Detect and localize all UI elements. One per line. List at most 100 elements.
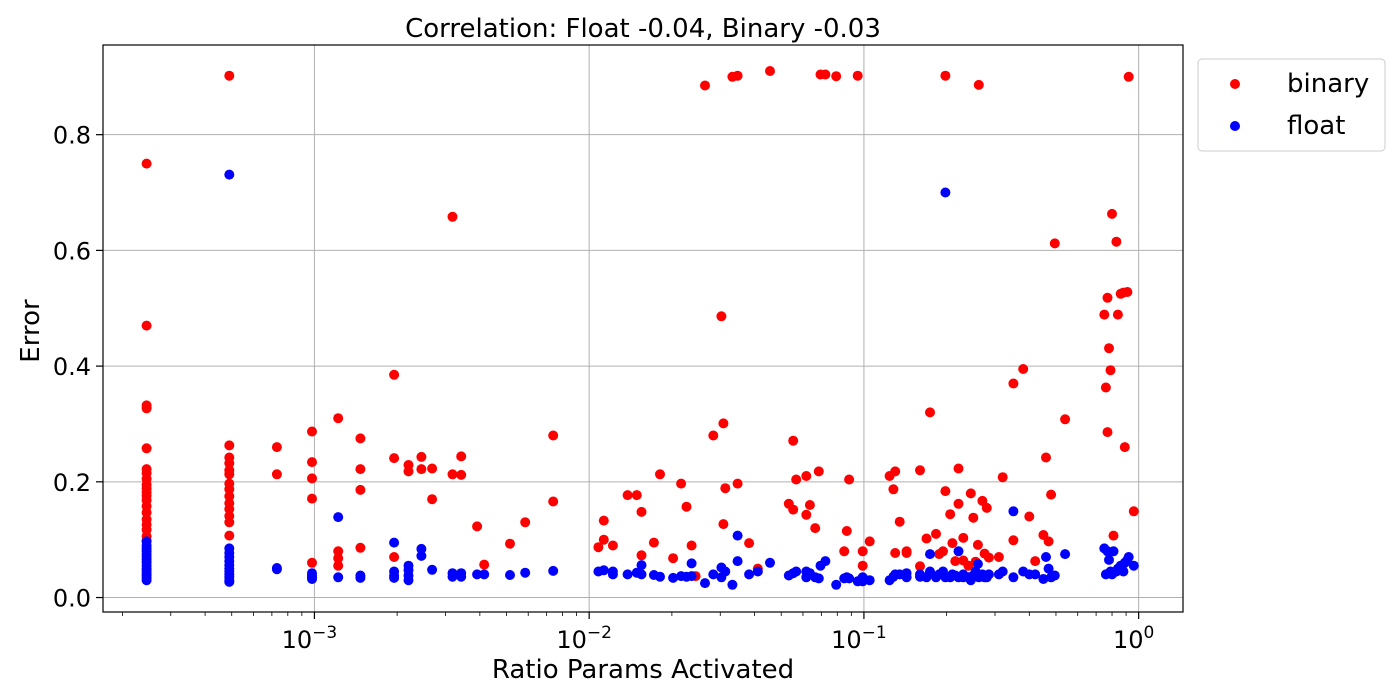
binary-point <box>676 478 687 489</box>
binary-point <box>997 472 1008 483</box>
float-point <box>727 579 738 590</box>
binary-point <box>141 507 152 518</box>
float-point <box>655 571 665 582</box>
float-point <box>732 530 743 541</box>
x-tick-label: 10−2 <box>556 623 612 654</box>
binary-point <box>894 516 905 527</box>
binary-point <box>355 464 366 475</box>
data-points <box>141 66 1139 590</box>
binary-point <box>307 457 317 468</box>
binary-point <box>355 542 366 553</box>
binary-point <box>732 478 743 489</box>
float-point <box>636 569 647 580</box>
binary-point <box>938 546 948 557</box>
binary-point <box>416 451 427 462</box>
float-point <box>1041 552 1051 562</box>
binary-point <box>141 320 152 331</box>
binary-point <box>427 494 438 505</box>
binary-point <box>307 557 317 568</box>
binary-point <box>416 464 427 475</box>
binary-point <box>333 413 344 424</box>
binary-point <box>224 491 235 502</box>
binary-point <box>1102 427 1113 438</box>
float-point <box>636 560 647 571</box>
binary-point <box>718 519 729 530</box>
binary-point <box>636 506 647 517</box>
float-point <box>844 573 855 584</box>
float-point <box>1030 569 1041 580</box>
float-point <box>141 575 152 586</box>
float-point <box>1008 506 1019 517</box>
float-point <box>427 564 438 575</box>
binary-point <box>355 433 366 444</box>
float-point <box>700 578 710 589</box>
float-point <box>686 558 697 569</box>
float-point <box>940 187 951 198</box>
binary-point <box>1008 378 1019 389</box>
y-tick-label: 0.4 <box>53 353 91 381</box>
binary-point <box>708 430 719 441</box>
float-point <box>1038 574 1049 584</box>
binary-point <box>1105 365 1116 376</box>
binary-point <box>1102 292 1113 303</box>
binary-point <box>765 66 775 76</box>
binary-point <box>1030 556 1041 567</box>
float-point <box>548 565 559 576</box>
binary-point <box>890 466 901 477</box>
binary-point <box>968 512 979 523</box>
binary-point <box>447 469 458 480</box>
binary-point <box>700 80 710 91</box>
binary-point <box>598 515 609 526</box>
x-tick-label: 10−1 <box>831 623 887 654</box>
float-point <box>224 169 235 180</box>
float-point <box>744 569 755 580</box>
binary-point <box>801 509 812 520</box>
float-point <box>686 571 697 582</box>
binary-point <box>333 546 344 557</box>
float-point <box>997 566 1008 577</box>
legend-marker-binary <box>1230 79 1240 89</box>
float-point <box>403 575 414 586</box>
binary-point <box>271 442 282 453</box>
float-point <box>1128 560 1139 571</box>
float-point <box>505 570 515 580</box>
binary-point <box>389 369 400 380</box>
chart-title: Correlation: Float -0.04, Binary -0.03 <box>405 14 881 44</box>
float-point <box>791 566 802 577</box>
binary-point <box>427 463 438 474</box>
float-point <box>416 543 427 554</box>
binary-point <box>953 498 964 509</box>
float-point <box>901 568 912 579</box>
binary-point <box>925 407 935 418</box>
float-point <box>456 571 467 582</box>
binary-point <box>1122 287 1133 297</box>
float-point <box>416 550 427 561</box>
binary-point <box>950 556 961 567</box>
float-point <box>708 569 719 580</box>
binary-point <box>1111 236 1122 247</box>
binary-point <box>1108 530 1119 541</box>
binary-point <box>1046 489 1057 500</box>
binary-point <box>981 502 992 513</box>
binary-point <box>668 553 679 564</box>
binary-point <box>791 474 802 485</box>
binary-point <box>307 473 317 484</box>
binary-point <box>973 79 984 90</box>
float-point <box>1123 552 1134 562</box>
binary-point <box>831 71 842 82</box>
y-tick-label: 0.6 <box>53 237 91 265</box>
float-point <box>520 567 531 578</box>
binary-point <box>1008 535 1019 546</box>
binary-point <box>472 521 483 532</box>
binary-point <box>915 561 925 572</box>
binary-point <box>456 469 467 480</box>
binary-point <box>1024 511 1035 522</box>
binary-point <box>631 490 642 501</box>
binary-point <box>993 552 1004 562</box>
binary-point <box>1107 208 1117 219</box>
binary-point <box>307 426 317 437</box>
float-point <box>1049 570 1060 581</box>
float-point <box>668 572 679 583</box>
float-point <box>765 557 775 568</box>
